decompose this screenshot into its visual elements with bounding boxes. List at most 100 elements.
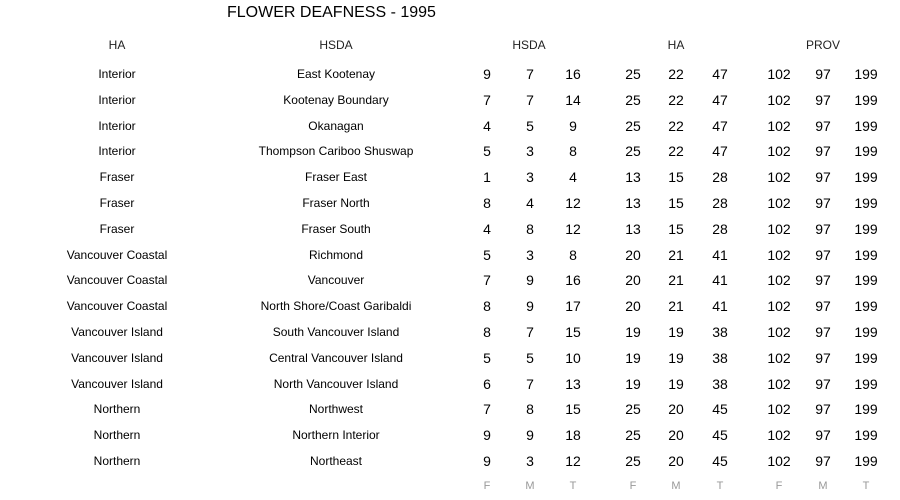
cell-value: 199 <box>854 91 878 108</box>
table-row: Vancouver Island South Vancouver Island 8 7… <box>0 322 900 348</box>
cell-ha: Vancouver Island <box>71 325 163 339</box>
cell-value: 3 <box>526 169 534 186</box>
cell-value: 102 <box>767 195 791 211</box>
cell-ha: Northern <box>93 454 141 468</box>
cell-ha: Vancouver Coastal <box>66 299 168 314</box>
table-row: Vancouver Coastal Richmond 5 3 8 20 21 41 102 97 1… <box>0 245 900 271</box>
cell-value: 47 <box>712 143 728 160</box>
cell-value: 97 <box>815 427 831 444</box>
cell-value: 5 <box>526 349 534 366</box>
table-row: Interior East Kootenay 9 7 16 25 22 47 102 97 199 <box>0 64 900 90</box>
cell-value: 21 <box>668 298 684 315</box>
cell-value: 9 <box>483 66 491 82</box>
cell-value: 20 <box>625 272 641 289</box>
cell-value: 5 <box>526 117 534 134</box>
cell-value: 13 <box>625 195 641 211</box>
cell-value: 102 <box>767 427 791 444</box>
cell-value: 3 <box>526 143 534 160</box>
table-row: Fraser Fraser East 1 3 4 13 15 28 102 97 199 <box>0 167 900 193</box>
table-row: Interior Kootenay Boundary 7 7 14 25 22 47 102 97… <box>0 90 900 116</box>
footer-label: F <box>775 480 783 492</box>
cell-value: 199 <box>854 272 878 289</box>
cell-hsda: North Shore/Coast Garibaldi <box>260 299 412 314</box>
cell-value: 20 <box>668 427 684 444</box>
cell-ha: Vancouver Island <box>71 376 163 391</box>
footer-label: M <box>818 480 828 492</box>
cell-value: 38 <box>712 375 728 392</box>
cell-value: 25 <box>625 401 641 418</box>
cell-value: 199 <box>854 349 878 366</box>
footer-label: M <box>671 480 681 492</box>
cell-value: 15 <box>565 401 581 418</box>
cell-value: 19 <box>625 375 641 392</box>
cell-value: 41 <box>712 272 728 289</box>
cell-value: 102 <box>767 220 791 237</box>
cell-value: 19 <box>668 375 684 392</box>
header-hsda: HSDA <box>319 38 353 52</box>
cell-value: 41 <box>712 246 728 263</box>
cell-value: 3 <box>526 453 534 469</box>
cell-value: 15 <box>668 169 684 186</box>
cell-value: 102 <box>767 246 791 263</box>
cell-value: 97 <box>815 349 831 366</box>
cell-value: 97 <box>815 66 831 82</box>
cell-ha: Interior <box>98 144 136 159</box>
cell-value: 97 <box>815 195 831 211</box>
cell-value: 7 <box>483 91 491 108</box>
footer-label: T <box>716 480 724 492</box>
cell-value: 47 <box>712 66 728 82</box>
cell-value: 5 <box>483 143 491 160</box>
cell-value: 7 <box>526 91 534 108</box>
cell-value: 8 <box>483 195 491 211</box>
cell-value: 21 <box>668 272 684 289</box>
cell-value: 8 <box>483 324 491 340</box>
cell-value: 102 <box>767 375 791 392</box>
cell-value: 9 <box>526 272 534 289</box>
cell-value: 13 <box>625 220 641 237</box>
cell-value: 199 <box>854 375 878 392</box>
cell-value: 199 <box>854 246 878 263</box>
cell-value: 199 <box>854 143 878 160</box>
cell-value: 5 <box>483 246 491 263</box>
cell-value: 102 <box>767 401 791 418</box>
cell-value: 7 <box>526 324 534 340</box>
cell-value: 199 <box>854 453 878 469</box>
cell-value: 18 <box>565 427 581 444</box>
cell-value: 10 <box>565 349 581 366</box>
cell-value: 97 <box>815 117 831 134</box>
cell-value: 5 <box>483 349 491 366</box>
cell-value: 7 <box>526 66 534 82</box>
cell-value: 17 <box>565 298 581 315</box>
table-row: Northern Northern Interior 9 9 18 25 20 45 102 97… <box>0 425 900 451</box>
cell-value: 13 <box>565 375 581 392</box>
cell-value: 199 <box>854 117 878 134</box>
cell-value: 22 <box>668 143 684 160</box>
cell-ha: Fraser <box>99 196 135 210</box>
cell-hsda: North Vancouver Island <box>273 376 399 391</box>
cell-value: 15 <box>668 220 684 237</box>
cell-value: 12 <box>565 453 581 469</box>
footer-label: M <box>525 480 535 492</box>
cell-value: 102 <box>767 272 791 289</box>
cell-value: 102 <box>767 143 791 160</box>
cell-value: 20 <box>668 401 684 418</box>
cell-value: 9 <box>526 427 534 444</box>
cell-value: 97 <box>815 246 831 263</box>
cell-value: 4 <box>526 195 534 211</box>
cell-value: 47 <box>712 117 728 134</box>
cell-value: 199 <box>854 427 878 444</box>
table-row: Interior Okanagan 4 5 9 25 22 47 102 97 199 <box>0 116 900 142</box>
cell-hsda: Northwest <box>308 402 364 417</box>
cell-value: 199 <box>854 66 878 82</box>
cell-value: 41 <box>712 298 728 315</box>
cell-value: 7 <box>526 375 534 392</box>
cell-value: 28 <box>712 169 728 186</box>
cell-value: 97 <box>815 401 831 418</box>
cell-hsda: Fraser North <box>302 196 370 210</box>
cell-ha: Fraser <box>99 221 135 236</box>
cell-value: 9 <box>483 453 491 469</box>
cell-value: 16 <box>565 272 581 289</box>
cell-value: 199 <box>854 298 878 315</box>
cell-hsda: Fraser East <box>304 170 368 185</box>
cell-value: 7 <box>483 401 491 418</box>
